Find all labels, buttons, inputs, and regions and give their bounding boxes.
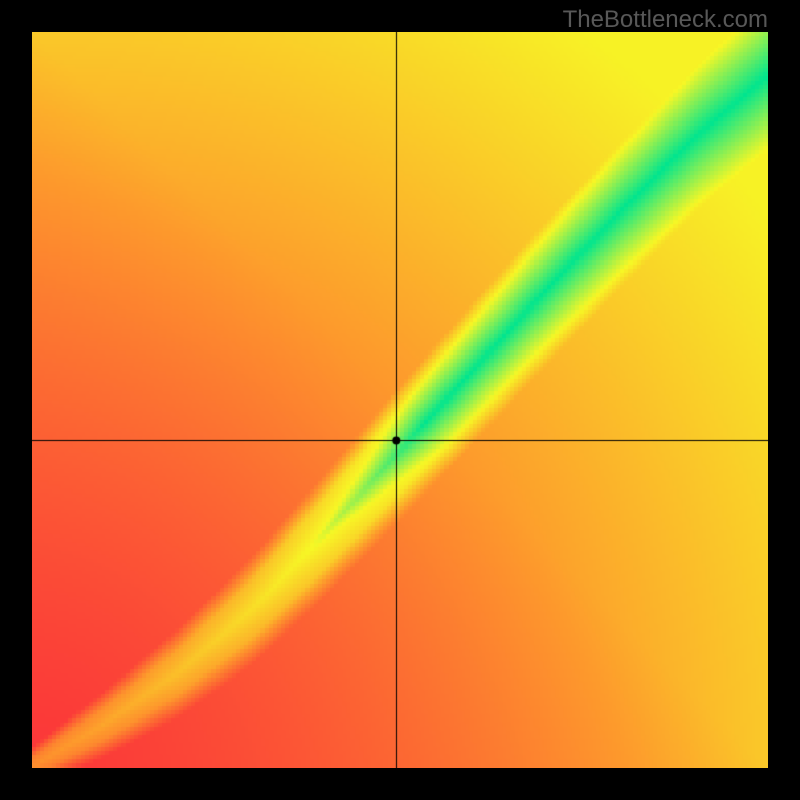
chart-container: TheBottleneck.com (0, 0, 800, 800)
watermark-text: TheBottleneck.com (563, 6, 768, 34)
bottleneck-heatmap (32, 32, 768, 768)
